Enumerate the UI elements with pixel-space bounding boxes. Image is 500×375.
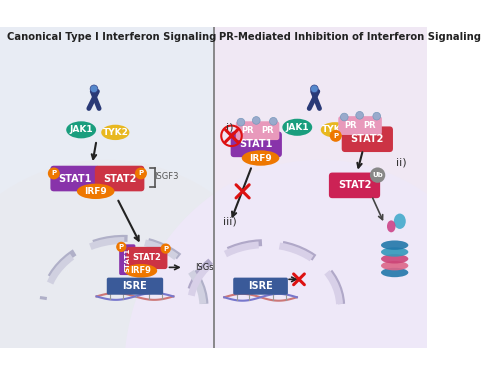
Text: PR: PR bbox=[364, 121, 376, 130]
FancyBboxPatch shape bbox=[95, 166, 144, 191]
Ellipse shape bbox=[381, 261, 408, 270]
Text: STAT1: STAT1 bbox=[124, 248, 130, 272]
FancyBboxPatch shape bbox=[338, 116, 362, 135]
Text: ISGF3: ISGF3 bbox=[154, 172, 179, 182]
Ellipse shape bbox=[124, 264, 157, 278]
Ellipse shape bbox=[381, 240, 408, 250]
Circle shape bbox=[48, 167, 60, 179]
Ellipse shape bbox=[381, 247, 408, 257]
Text: iii): iii) bbox=[223, 216, 236, 226]
FancyBboxPatch shape bbox=[342, 126, 393, 152]
FancyBboxPatch shape bbox=[107, 278, 163, 295]
Text: JAK1: JAK1 bbox=[70, 125, 93, 134]
Text: STAT2: STAT2 bbox=[132, 254, 162, 262]
Text: IRF9: IRF9 bbox=[130, 266, 152, 275]
Ellipse shape bbox=[381, 268, 408, 277]
Text: STAT2: STAT2 bbox=[338, 180, 371, 190]
Text: ISRE: ISRE bbox=[122, 281, 148, 291]
Polygon shape bbox=[214, 27, 427, 348]
Circle shape bbox=[373, 112, 380, 120]
Ellipse shape bbox=[321, 122, 349, 138]
Circle shape bbox=[340, 113, 348, 121]
Circle shape bbox=[356, 111, 364, 119]
Text: STAT2: STAT2 bbox=[103, 174, 136, 183]
Circle shape bbox=[160, 243, 171, 254]
Ellipse shape bbox=[394, 213, 406, 229]
FancyBboxPatch shape bbox=[329, 172, 380, 198]
FancyBboxPatch shape bbox=[256, 121, 280, 140]
FancyBboxPatch shape bbox=[50, 166, 100, 191]
Text: STAT1: STAT1 bbox=[240, 140, 273, 149]
Ellipse shape bbox=[381, 254, 408, 264]
Ellipse shape bbox=[0, 160, 304, 375]
Text: Canonical Type I Interferon Signaling: Canonical Type I Interferon Signaling bbox=[7, 32, 216, 42]
Circle shape bbox=[252, 117, 260, 124]
Text: P: P bbox=[118, 244, 124, 250]
Ellipse shape bbox=[66, 121, 96, 138]
Text: STAT1: STAT1 bbox=[58, 174, 92, 183]
FancyBboxPatch shape bbox=[230, 132, 282, 157]
Circle shape bbox=[370, 167, 386, 183]
FancyBboxPatch shape bbox=[233, 278, 288, 295]
Text: IRF9: IRF9 bbox=[84, 187, 107, 196]
Text: PR: PR bbox=[344, 121, 356, 130]
Text: i): i) bbox=[226, 122, 233, 132]
Text: ISRE: ISRE bbox=[248, 281, 273, 291]
Text: PR: PR bbox=[261, 126, 274, 135]
Ellipse shape bbox=[242, 150, 280, 166]
Text: IRF9: IRF9 bbox=[249, 153, 272, 162]
Text: P: P bbox=[333, 133, 338, 139]
Circle shape bbox=[270, 117, 277, 125]
Ellipse shape bbox=[387, 220, 396, 232]
Ellipse shape bbox=[124, 160, 500, 375]
Text: TYK2: TYK2 bbox=[102, 128, 128, 137]
Ellipse shape bbox=[282, 119, 312, 136]
Text: STAT2: STAT2 bbox=[350, 134, 384, 144]
Text: ISGs: ISGs bbox=[195, 263, 214, 272]
FancyBboxPatch shape bbox=[236, 121, 260, 140]
FancyBboxPatch shape bbox=[119, 244, 136, 275]
Circle shape bbox=[90, 85, 98, 93]
Polygon shape bbox=[0, 27, 214, 348]
Text: TYK2: TYK2 bbox=[322, 125, 348, 134]
Text: JAK1: JAK1 bbox=[286, 123, 309, 132]
Circle shape bbox=[310, 85, 318, 93]
FancyBboxPatch shape bbox=[358, 116, 382, 135]
Text: P: P bbox=[163, 246, 168, 252]
Text: P: P bbox=[138, 170, 143, 176]
Ellipse shape bbox=[77, 184, 114, 199]
Text: ii): ii) bbox=[396, 157, 407, 167]
Circle shape bbox=[116, 242, 126, 252]
Circle shape bbox=[237, 118, 244, 126]
Text: PR-Mediated Inhibition of Interferon Signaling: PR-Mediated Inhibition of Interferon Sig… bbox=[218, 32, 480, 42]
Text: P: P bbox=[52, 170, 57, 176]
Circle shape bbox=[330, 130, 342, 142]
Text: Ub: Ub bbox=[372, 172, 383, 178]
Text: PR: PR bbox=[242, 126, 254, 135]
Circle shape bbox=[135, 167, 147, 179]
Ellipse shape bbox=[101, 125, 130, 140]
FancyBboxPatch shape bbox=[126, 247, 168, 269]
